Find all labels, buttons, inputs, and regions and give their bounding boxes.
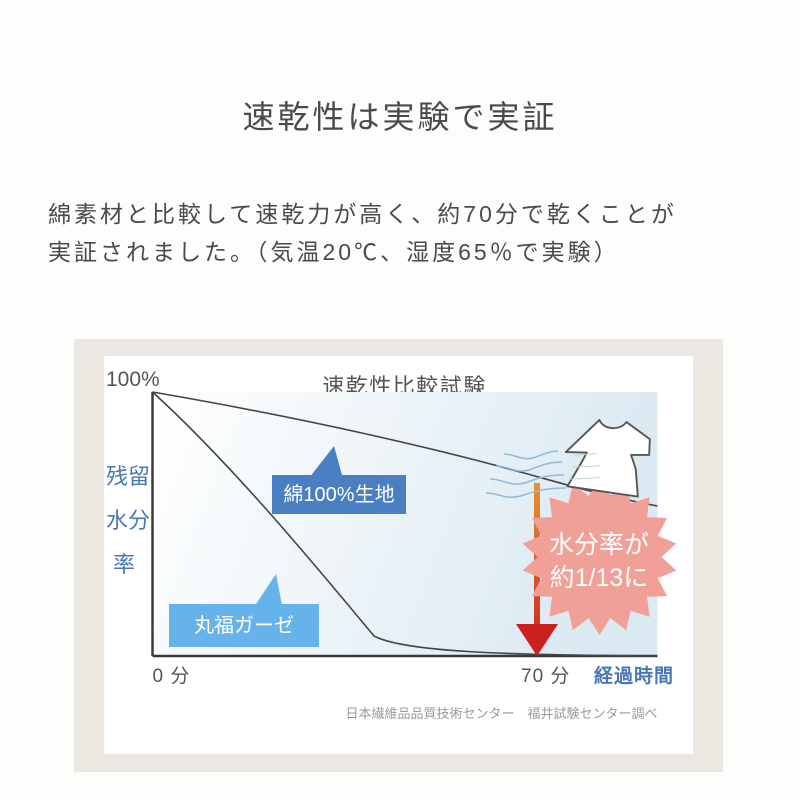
svg-text:経過時間: 経過時間 [594, 664, 674, 687]
svg-text:丸福ガーゼ: 丸福ガーゼ [194, 614, 294, 637]
svg-text:約1/13に: 約1/13に [550, 564, 649, 592]
svg-text:0 分: 0 分 [153, 665, 191, 687]
svg-text:日本繊維品品質技術センター 福井試験センター調べ: 日本繊維品品質技術センター 福井試験センター調べ [345, 706, 657, 721]
svg-text:70 分: 70 分 [521, 665, 570, 687]
svg-text:水分: 水分 [106, 508, 150, 533]
svg-text:綿100%生地: 綿100%生地 [283, 483, 394, 506]
svg-text:水分率が: 水分率が [549, 531, 649, 559]
svg-text:100%: 100% [106, 368, 160, 391]
svg-text:残留: 残留 [106, 464, 150, 489]
svg-text:率: 率 [113, 552, 135, 577]
